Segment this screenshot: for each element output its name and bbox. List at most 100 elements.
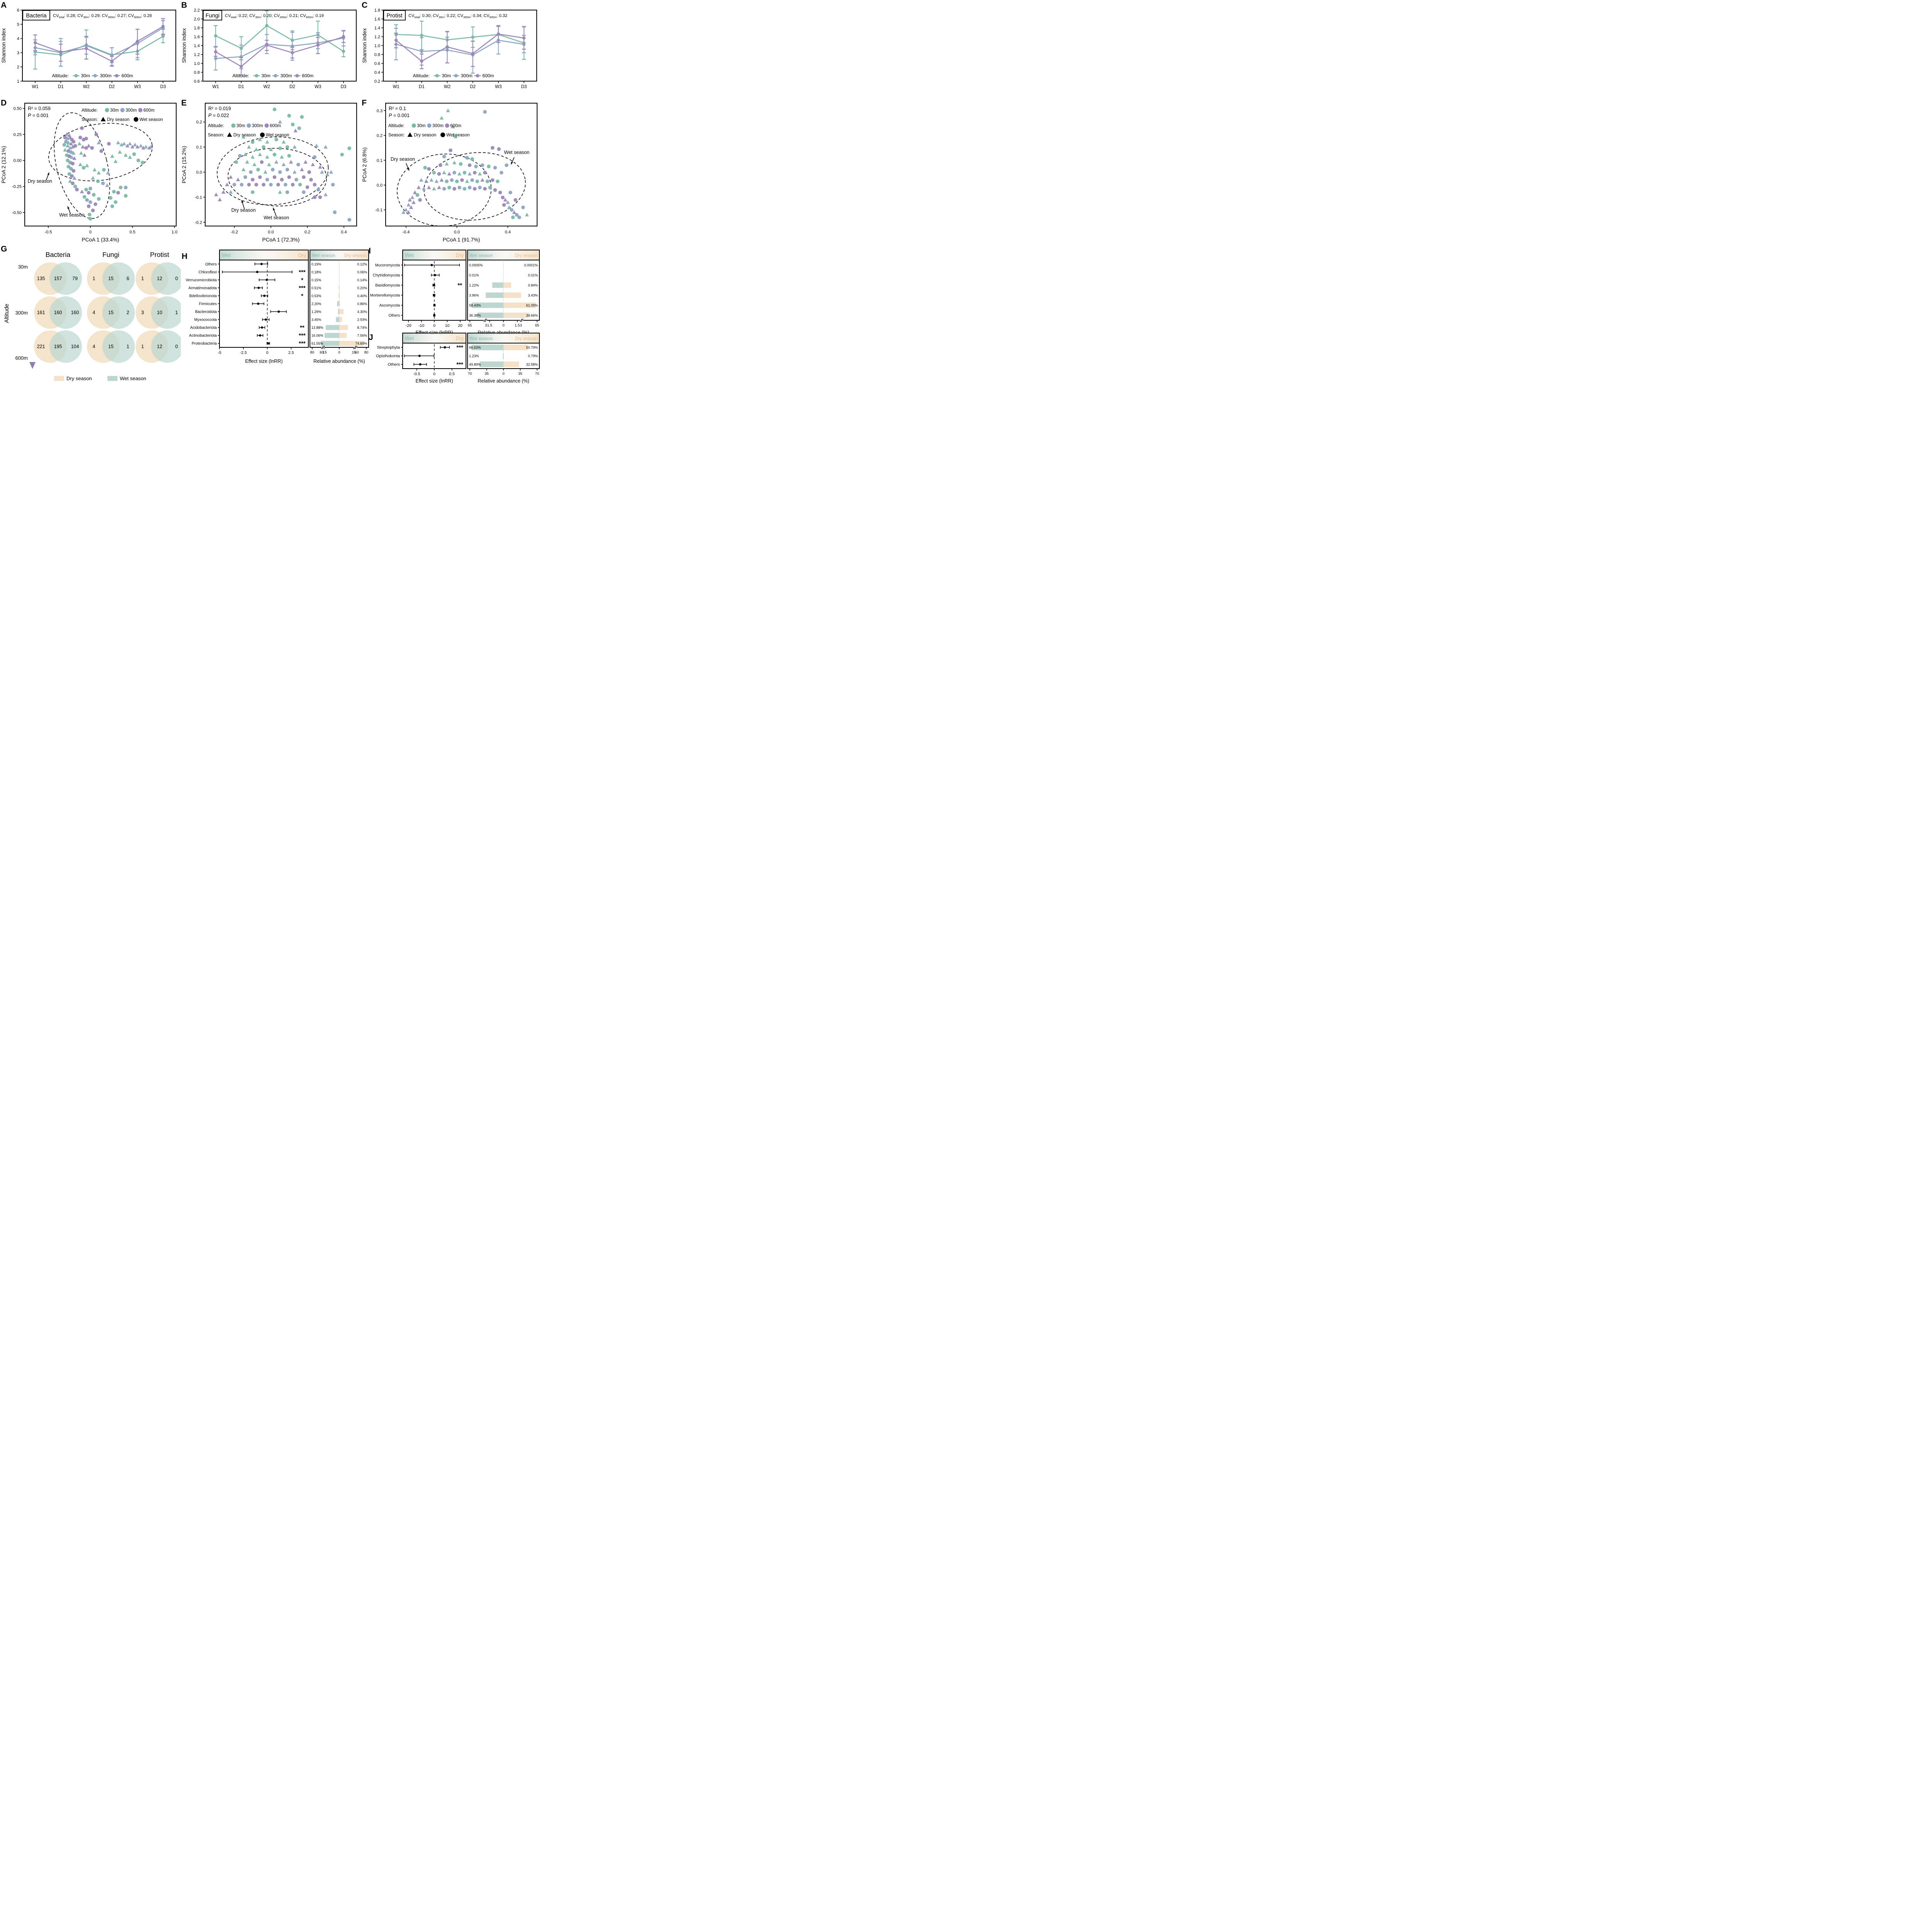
x-tick-label: -0.2 — [231, 230, 238, 235]
wet-season-point — [418, 198, 422, 202]
legend-title: Altitude: — [413, 73, 430, 78]
dry-season-point — [258, 152, 262, 156]
dry-abundance-bar — [339, 301, 340, 306]
venn-dry-count: 3 — [141, 310, 144, 315]
x-tick-label: D2 — [109, 85, 115, 89]
panel-d-letter: D — [1, 99, 7, 107]
wet-season-point — [455, 179, 459, 184]
wet-season-legend-marker — [134, 117, 138, 122]
dry-season-point — [434, 179, 439, 183]
wet-season-point — [501, 196, 505, 199]
r-squared-stat: R² = 0.059 — [28, 106, 51, 111]
wet-season-point — [249, 170, 253, 174]
x-tick-label: W3 — [495, 85, 502, 89]
y-tick-label: 1 — [17, 79, 19, 84]
wet-season-point — [449, 148, 452, 152]
dry-abundance-value: 0.86% — [357, 302, 367, 306]
effect-size-point — [264, 318, 267, 321]
dry-season-point — [71, 151, 76, 155]
wet-abundance-bar — [471, 344, 503, 350]
x-tick-label: -5 — [218, 350, 221, 355]
wet-abundance-value: 2.20% — [311, 302, 321, 306]
dry-season-point — [135, 145, 140, 149]
dry-season-point — [404, 207, 408, 212]
dry-season-point — [525, 213, 529, 217]
wet-season-point — [515, 213, 519, 217]
wet-season-point — [521, 206, 525, 209]
significance-stars: * — [301, 277, 303, 283]
wet-season-point — [468, 185, 472, 190]
wet-season-point — [450, 178, 454, 182]
wet-season-point — [510, 208, 514, 212]
effect-size-point — [257, 286, 260, 289]
x-tick-label: 0.4 — [341, 230, 347, 235]
wet-season-point — [136, 158, 140, 163]
dry-header-label: Dry — [298, 252, 306, 258]
dry-season-point — [465, 179, 469, 183]
effect-size-point — [432, 284, 435, 286]
significance-stars: ** — [300, 325, 304, 331]
dry-abundance-bar — [339, 317, 342, 322]
wet-abundance-bar — [486, 292, 503, 298]
dry-abundance-value: 3.43% — [528, 294, 538, 298]
significance-stars: *** — [456, 361, 463, 368]
season-ellipse — [54, 112, 110, 219]
legend-item-label: 600m — [121, 73, 133, 78]
arrowhead — [241, 200, 243, 203]
taxon-title: Bacteria — [26, 13, 47, 19]
dry-season-point — [97, 171, 101, 175]
wet-header-label: Wet — [222, 252, 231, 258]
wet-season-point — [468, 163, 472, 167]
wet-season-point — [247, 183, 251, 187]
plot-border — [22, 10, 176, 82]
data-point — [265, 43, 269, 47]
wet-season-point — [307, 170, 311, 174]
dry-season-point — [406, 210, 411, 214]
wet-abundance-bar — [337, 301, 339, 306]
x-tick-label: 0 — [433, 323, 435, 328]
x-tick-label: 60 — [355, 350, 359, 355]
wet-season-point — [300, 115, 304, 119]
venn-column-title: Protist — [150, 251, 169, 258]
wet-season-point — [499, 171, 503, 175]
wet-season-point — [92, 193, 96, 197]
venn-wet-count: 1 — [175, 310, 178, 315]
dry-season-point — [228, 175, 233, 179]
dry-season-point — [147, 146, 151, 150]
legend-item-label: 600m — [302, 73, 313, 78]
axis-break — [520, 318, 522, 322]
x-tick-label: 10 — [445, 323, 450, 328]
venn-wet-circle — [102, 296, 135, 329]
dry-season-point — [453, 134, 458, 138]
dry-season-point — [92, 167, 97, 172]
dry-season-point — [79, 151, 83, 155]
wet-season-point — [291, 183, 295, 187]
dry-season-point — [289, 160, 293, 164]
wet-season-point — [80, 126, 84, 130]
wet-abundance-bar — [492, 282, 503, 288]
taxon-title: Fungi — [206, 13, 219, 19]
venn-wet-count: 0 — [175, 344, 178, 349]
wet-abundance-value: 1.23% — [469, 354, 479, 358]
venn-wet-circle — [102, 330, 135, 363]
x-tick-label: 20 — [458, 323, 463, 328]
venn-dry-count: 1 — [141, 344, 144, 349]
wet-season-point — [497, 147, 501, 151]
taxon-row-label: Mortierellomycota — [370, 294, 400, 298]
legend-marker — [435, 74, 439, 78]
series-line — [396, 34, 524, 44]
wet-season-point — [265, 178, 269, 182]
significance-stars: *** — [456, 344, 463, 351]
season-annotation: Dry season — [231, 207, 256, 213]
y-tick-label: 1.4 — [194, 44, 200, 48]
dry-abundance-bar — [503, 303, 536, 308]
taxon-row-label: Others — [389, 314, 400, 318]
legend-title: Season: — [208, 133, 224, 138]
x-tick-label: 0.2 — [304, 230, 310, 235]
legend-marker — [295, 74, 299, 78]
wet-season-point — [87, 204, 91, 208]
legend-item-label: 300m — [126, 108, 137, 113]
dry-season-point — [278, 190, 282, 194]
venn-wet-circle — [151, 296, 181, 329]
wet-season-point — [109, 196, 112, 200]
